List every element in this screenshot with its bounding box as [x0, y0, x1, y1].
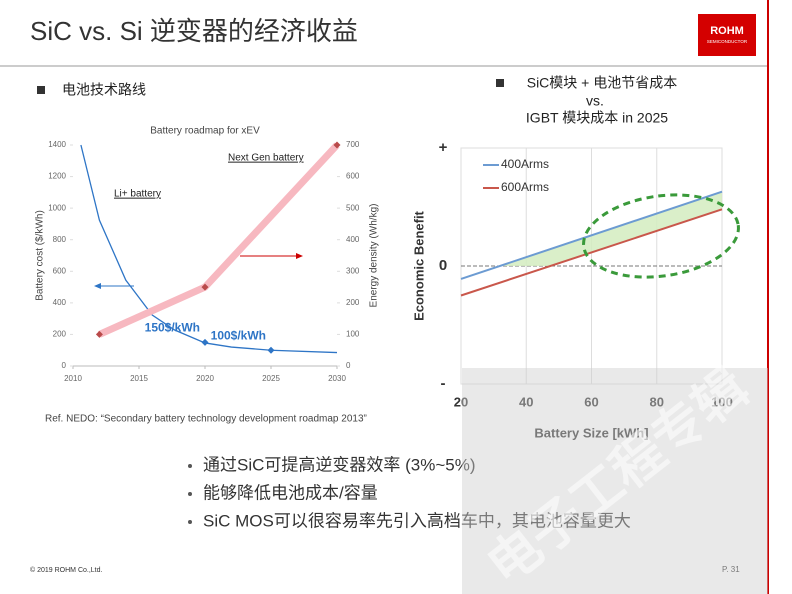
y-tick-label: 400: [53, 298, 67, 307]
x-tick-label: 40: [519, 394, 533, 409]
arrow-head: [94, 283, 101, 289]
series-label: Li+ battery: [114, 189, 161, 200]
left-heading: 电池技术路线: [62, 82, 146, 98]
x-axis-label: Battery Size [kWh]: [534, 425, 648, 440]
bullet-dot: [188, 492, 192, 496]
bullet-dot: [188, 520, 192, 524]
y2-tick-label: 400: [346, 235, 360, 244]
x-tick-label: 20: [454, 394, 468, 409]
heading-bullet: [496, 79, 504, 87]
y-tick-label: 0: [439, 257, 447, 274]
y-tick-label: 0: [62, 361, 67, 370]
y2-axis-label: Energy density (Wh/kg): [369, 204, 380, 308]
y-axis-label: Battery cost ($/kWh): [35, 210, 46, 301]
logo-sub: SEMICONDUCTOR: [707, 39, 748, 44]
point-label: 150$/kWh: [145, 320, 200, 334]
y-tick-label: 200: [53, 330, 67, 339]
y2-tick-label: 100: [346, 330, 360, 339]
bullet: SiC MOS可以很容易率先引入高档车中，其电池容量更大: [203, 511, 631, 530]
y2-tick-label: 300: [346, 266, 360, 275]
copyright: © 2019 ROHM Co.,Ltd.: [30, 566, 103, 574]
heading-bullet: [37, 86, 45, 94]
x-tick-label: 2025: [262, 374, 280, 383]
right-heading: SiC模块 + 电池节省成本: [527, 75, 678, 91]
logo-box: [698, 14, 756, 56]
x-tick-label: 2010: [64, 374, 82, 383]
series-line: [97, 142, 340, 338]
x-tick-label: 2030: [328, 374, 346, 383]
slide-title: SiC vs. Si 逆变器的经济收益: [30, 16, 358, 46]
y2-tick-label: 600: [346, 172, 360, 181]
y2-tick-label: 700: [346, 140, 360, 149]
right-heading: IGBT 模块成本 in 2025: [526, 110, 668, 126]
y2-tick-label: 200: [346, 298, 360, 307]
bullets: 通过SiC可提高逆变器效率 (3%~5%) 能够降低电池成本/容量 SiC MO…: [188, 455, 631, 530]
point-marker: [201, 283, 209, 291]
page-number: P. 31: [722, 565, 740, 574]
point-marker: [201, 338, 209, 346]
point-marker: [95, 330, 103, 338]
chart-title: Battery roadmap for xEV: [150, 126, 260, 137]
legend-label: 600Arms: [501, 180, 549, 194]
series-line: [80, 144, 338, 354]
series-label: Next Gen battery: [228, 153, 304, 164]
arrow-head: [296, 253, 303, 259]
x-tick-label: 80: [650, 394, 664, 409]
y-tick-label: 800: [53, 235, 67, 244]
y-tick-label: 600: [53, 266, 67, 275]
x-tick-label: 100: [711, 394, 733, 409]
series-line: [460, 190, 723, 280]
x-tick-label: 2020: [196, 374, 214, 383]
x-tick-label: 2015: [130, 374, 148, 383]
point-label: 100$/kWh: [211, 328, 266, 342]
y2-tick-label: 500: [346, 203, 360, 212]
y-tick-label: -: [441, 375, 446, 392]
bullet-dot: [188, 464, 192, 468]
highlight-ellipse: [582, 193, 740, 279]
bullet: 通过SiC可提高逆变器效率 (3%~5%): [203, 455, 476, 474]
y-tick-label: 1000: [48, 203, 66, 212]
legend-label: 400Arms: [501, 157, 549, 171]
reference: Ref. NEDO: “Secondary battery technology…: [45, 414, 367, 425]
y-tick-label: 1200: [48, 172, 66, 181]
x-tick-label: 60: [584, 394, 598, 409]
y-axis-label: Economic Benefit: [411, 210, 426, 320]
logo: ROHM: [710, 25, 744, 37]
watermark-box: [462, 368, 768, 594]
y-tick-label: +: [439, 139, 448, 156]
y2-tick-label: 0: [346, 361, 351, 370]
bullet: 能够降低电池成本/容量: [203, 483, 378, 502]
point-marker: [267, 346, 275, 354]
y-tick-label: 1400: [48, 140, 66, 149]
series-line: [460, 208, 723, 297]
right-heading: vs.: [586, 93, 604, 109]
point-marker: [333, 141, 341, 149]
